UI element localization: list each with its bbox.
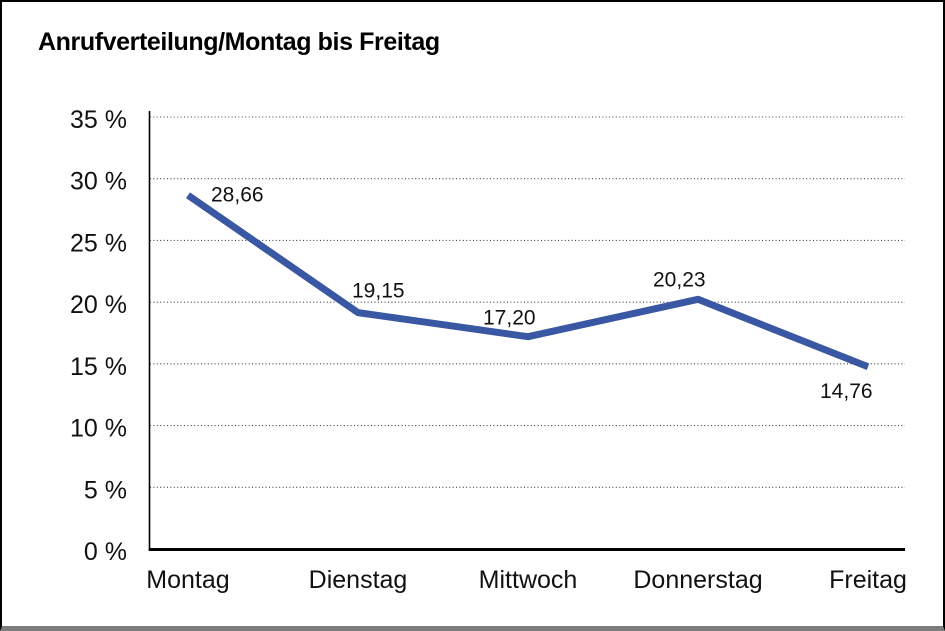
y-tick-label: 10 % xyxy=(70,415,127,443)
x-category-label: Donnerstag xyxy=(633,566,762,594)
y-tick-label: 35 % xyxy=(70,106,127,134)
y-tick-label: 0 % xyxy=(84,538,127,566)
series-line xyxy=(186,192,870,371)
y-tick-label: 20 % xyxy=(70,291,127,319)
value-label: 28,66 xyxy=(211,183,264,206)
y-tick-label: 25 % xyxy=(70,229,127,257)
value-label: 17,20 xyxy=(483,307,536,330)
x-category-label: Dienstag xyxy=(309,566,408,594)
x-category-label: Mittwoch xyxy=(479,566,578,594)
value-label: 14,76 xyxy=(820,380,873,403)
y-tick-label: 15 % xyxy=(70,353,127,381)
value-label: 20,23 xyxy=(653,268,706,291)
value-label: 19,15 xyxy=(352,280,405,303)
x-category-label: Freitag xyxy=(829,566,907,594)
chart-title: Anrufverteilung/Montag bis Freitag xyxy=(38,28,440,56)
x-category-label: Montag xyxy=(146,566,229,594)
y-tick-label: 30 % xyxy=(70,168,127,196)
y-tick-label: 5 % xyxy=(84,476,127,504)
